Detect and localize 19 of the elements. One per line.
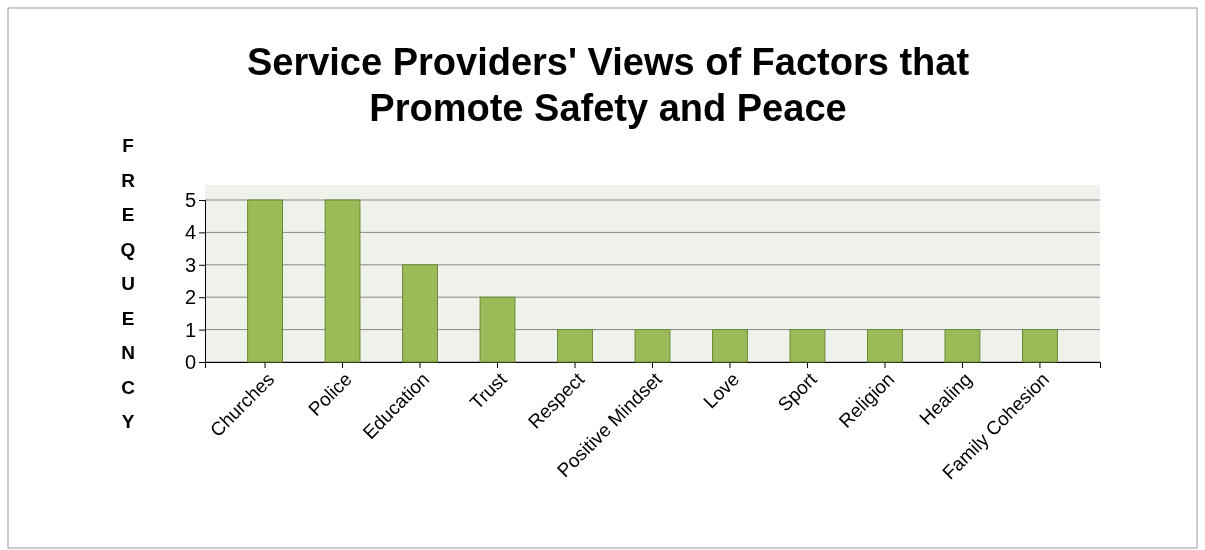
y-tick-label: 2 [184, 286, 196, 309]
bar [634, 329, 671, 363]
bar [944, 329, 981, 363]
y-tick-label: 4 [184, 221, 196, 244]
bar [789, 329, 826, 363]
text: FREQUENCY [120, 135, 136, 432]
bar [712, 329, 748, 363]
y-tick-label: 5 [184, 188, 196, 211]
bar [479, 296, 516, 363]
y-tick-label: 0 [184, 350, 196, 373]
bar [1022, 329, 1058, 363]
bar [247, 199, 283, 363]
bar [402, 264, 438, 363]
y-tick-label: 1 [184, 318, 196, 341]
bar [324, 199, 361, 363]
bar [557, 329, 593, 363]
bar [867, 329, 903, 363]
chart-title: Service Providers' Views of Factors that Promote Safety and Peace [246, 41, 970, 129]
y-tick-label: 3 [184, 253, 196, 276]
